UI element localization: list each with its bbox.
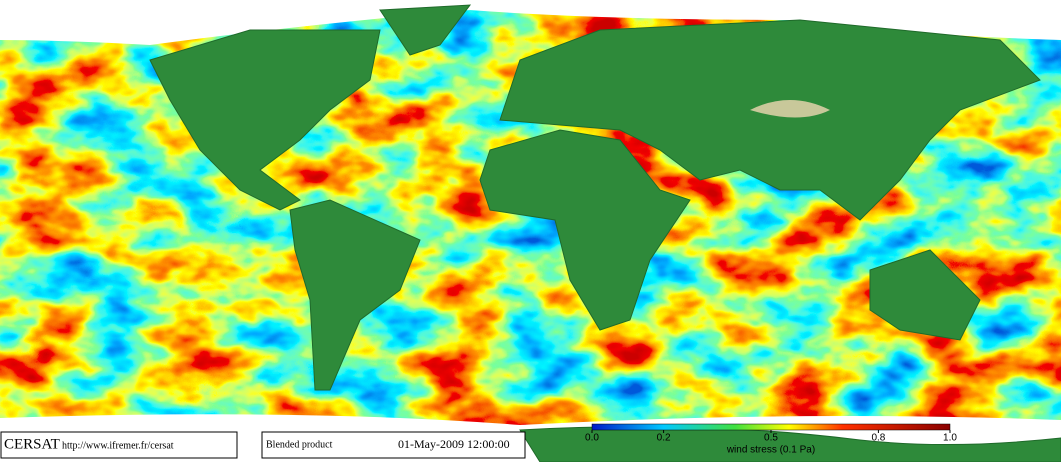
greenland: [379, 4, 472, 56]
colorbar-tick-label: 1.0: [943, 433, 957, 444]
colorbar-tick-label: 0.2: [657, 433, 671, 444]
colorbar: [591, 423, 951, 431]
logo: CERSAT: [4, 436, 60, 452]
arctic: [0, 0, 1061, 45]
south-america: [289, 199, 421, 391]
colorbar-tick-label: 0.8: [871, 433, 885, 444]
colorbar-label: wind stress (0.1 Pa): [726, 445, 815, 456]
product-box: [261, 431, 526, 459]
australia: [869, 249, 981, 341]
logo-box: [0, 431, 238, 459]
colorbar-tick-label: 0.5: [764, 433, 778, 444]
product: Blended product: [266, 439, 333, 450]
north-america: [149, 29, 381, 211]
colorbar-axis: 0.0 0.2 0.5 0.8 1.0: [585, 430, 957, 444]
date: 01-May-2009 12:00:00: [398, 437, 510, 451]
url: http://www.ifremer.fr/cersat: [62, 440, 174, 451]
africa: [479, 129, 691, 331]
plateau: [750, 100, 830, 118]
colorbar-tick-label: 0.0: [585, 433, 599, 444]
eurasia: [499, 19, 1041, 221]
